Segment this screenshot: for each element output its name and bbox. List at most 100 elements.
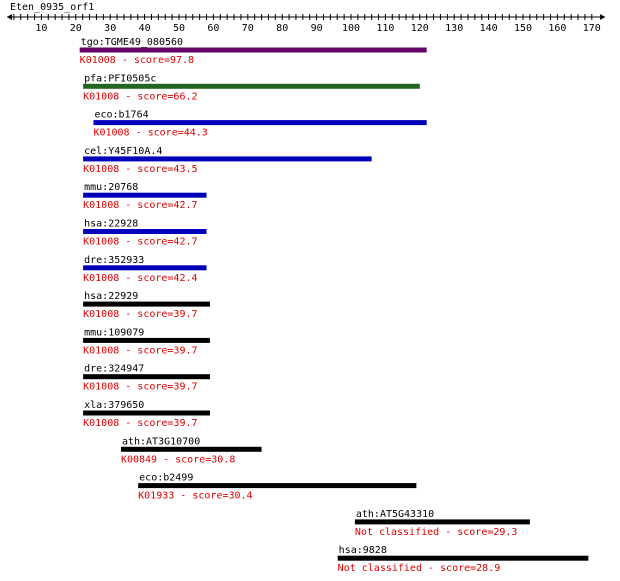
ruler-tick-label: 140 bbox=[480, 23, 498, 34]
hit-row[interactable]: pfa:PFI0505c K01008 - score=66.2 bbox=[83, 73, 420, 102]
hit-name[interactable]: xla:379650 bbox=[84, 400, 144, 411]
hit-score-prefix: - score= bbox=[119, 309, 173, 320]
hit-alignment-bar[interactable] bbox=[93, 120, 427, 126]
hit-name[interactable]: hsa:9828 bbox=[339, 545, 387, 556]
ruler-tick-label: 90 bbox=[311, 23, 323, 34]
hit-score-prefix: - score= bbox=[119, 164, 173, 175]
hit-row[interactable]: ath:AT3G10700 K00849 - score=30.8 bbox=[120, 436, 262, 465]
hit-name[interactable]: pfa:PFI0505c bbox=[84, 73, 156, 84]
hit-ko-score: K01008 - score=43.5 bbox=[83, 164, 197, 175]
hit-score: 66.2 bbox=[173, 91, 197, 102]
hit-alignment-bar[interactable] bbox=[83, 229, 207, 234]
hit-ko: K01008 bbox=[83, 382, 119, 393]
hit-score: 39.7 bbox=[173, 382, 197, 393]
hit-name[interactable]: eco:b2499 bbox=[139, 473, 193, 484]
hit-row[interactable]: dre:324947 K01008 - score=39.7 bbox=[83, 364, 210, 393]
hit-name[interactable]: tgo:TGME49_080560 bbox=[81, 37, 183, 48]
hit-alignment-bar[interactable] bbox=[83, 265, 207, 271]
ruler-tick-label: 40 bbox=[139, 23, 151, 34]
hit-name[interactable]: hsa:22929 bbox=[84, 291, 138, 302]
hit-alignment-bar[interactable] bbox=[138, 483, 417, 489]
hit-row[interactable]: xla:379650 K01008 - score=39.7 bbox=[83, 400, 210, 429]
hit-row[interactable]: hsa:22928 K01008 - score=42.7 bbox=[83, 219, 207, 248]
hit-alignment-bar[interactable] bbox=[354, 519, 530, 525]
ruler-tick-label: 20 bbox=[70, 23, 82, 34]
hit-score: 28.9 bbox=[476, 563, 500, 574]
position-ruler: 10 20 30 40 50 60 70 80 90 100 110 120 130 140 150 160 1… bbox=[7, 14, 606, 34]
hit-score-prefix: - score= bbox=[119, 200, 173, 211]
hit-ko-score: Not classified - score=29.3 bbox=[355, 527, 518, 538]
hit-score-prefix: - score= bbox=[119, 273, 173, 284]
hit-score: 30.4 bbox=[228, 491, 252, 502]
hit-alignment-bar[interactable] bbox=[83, 192, 207, 198]
hit-score-prefix: - score= bbox=[119, 237, 173, 248]
hit-alignment-bar[interactable] bbox=[83, 337, 210, 343]
hit-ko: K00849 bbox=[121, 454, 157, 465]
hit-ko: K01008 bbox=[83, 309, 119, 320]
hit-score-prefix: - score= bbox=[157, 454, 211, 465]
hit-ko-score: K01008 - score=66.2 bbox=[83, 91, 197, 102]
ruler-tick-label: 60 bbox=[207, 23, 219, 34]
hit-score-prefix: - score= bbox=[119, 345, 173, 356]
hit-name[interactable]: ath:AT3G10700 bbox=[122, 436, 200, 447]
hit-row[interactable]: ath:AT5G43310 Not classified - score=29.3 bbox=[354, 509, 530, 538]
hit-score: 97.8 bbox=[170, 55, 194, 66]
hit-row[interactable]: cel:Y45F10A.4 K01008 - score=43.5 bbox=[83, 146, 372, 175]
ruler-tick-label: 170 bbox=[583, 23, 601, 34]
hit-ko-score: K01008 - score=97.8 bbox=[80, 55, 194, 66]
hit-row[interactable]: tgo:TGME49_080560 K01008 - score=97.8 bbox=[79, 37, 427, 66]
hit-ko-score: K01008 - score=44.3 bbox=[93, 128, 207, 139]
query-title: Eten_0935_orf1 bbox=[10, 2, 94, 13]
hit-name[interactable]: cel:Y45F10A.4 bbox=[84, 146, 162, 157]
hit-alignment-bar[interactable] bbox=[83, 83, 420, 89]
ruler-tick-label: 120 bbox=[411, 23, 429, 34]
hit-alignment-bar[interactable] bbox=[83, 374, 210, 380]
hit-row[interactable]: dre:352933 K01008 - score=42.4 bbox=[83, 255, 207, 284]
hit-name[interactable]: hsa:22928 bbox=[84, 219, 138, 230]
hit-ko: K01008 bbox=[83, 345, 119, 356]
hit-score: 30.8 bbox=[211, 454, 235, 465]
hit-ko-score: K01933 - score=30.4 bbox=[138, 491, 252, 502]
hit-name[interactable]: dre:352933 bbox=[84, 255, 144, 266]
hit-ko-score: K00849 - score=30.8 bbox=[121, 454, 235, 465]
hit-name[interactable]: eco:b1764 bbox=[94, 110, 148, 121]
hit-row[interactable]: eco:b2499 K01933 - score=30.4 bbox=[138, 473, 417, 502]
ruler-tick-label: 100 bbox=[342, 23, 360, 34]
hit-score: 39.7 bbox=[173, 345, 197, 356]
hit-alignment-bar[interactable] bbox=[337, 555, 589, 561]
hit-ko-score: K01008 - score=39.7 bbox=[83, 309, 197, 320]
hit-alignment-bar[interactable] bbox=[83, 410, 210, 416]
hit-alignment-bar[interactable] bbox=[120, 446, 262, 452]
ruler-left-arrow-icon bbox=[7, 14, 12, 20]
hit-ko-score: K01008 - score=42.7 bbox=[83, 237, 197, 248]
hit-ko: K01008 bbox=[83, 273, 119, 284]
hit-row[interactable]: hsa:22929 K01008 - score=39.7 bbox=[83, 291, 210, 320]
ruler-tick-label: 10 bbox=[35, 23, 47, 34]
hit-name[interactable]: mmu:109079 bbox=[84, 327, 144, 338]
hit-row[interactable]: hsa:9828 Not classified - score=28.9 bbox=[337, 545, 589, 574]
hit-score-prefix: - score= bbox=[119, 91, 173, 102]
ruler-tick-label: 50 bbox=[173, 23, 185, 34]
hit-ko-score: K01008 - score=39.7 bbox=[83, 345, 197, 356]
hit-alignment-bar[interactable] bbox=[79, 47, 427, 53]
hit-alignment-bar[interactable] bbox=[83, 156, 372, 162]
hit-ko-score: K01008 - score=39.7 bbox=[83, 418, 197, 429]
hit-score: 42.4 bbox=[173, 273, 197, 284]
ruler-tick-label: 150 bbox=[514, 23, 532, 34]
hit-name[interactable]: dre:324947 bbox=[84, 364, 144, 375]
hit-score: 39.7 bbox=[173, 418, 197, 429]
hit-ko: K01008 bbox=[80, 55, 116, 66]
hit-score: 43.5 bbox=[173, 164, 197, 175]
hit-name[interactable]: ath:AT5G43310 bbox=[356, 509, 434, 520]
ruler-tick-label: 160 bbox=[548, 23, 566, 34]
hit-score: 44.3 bbox=[184, 128, 208, 139]
hit-alignment-bar[interactable] bbox=[83, 301, 210, 307]
hit-row[interactable]: mmu:20768 K01008 - score=42.7 bbox=[83, 182, 207, 211]
hit-row[interactable]: eco:b1764 K01008 - score=44.3 bbox=[93, 110, 427, 139]
hit-ko: Not classified bbox=[355, 527, 439, 538]
hit-ko: K01933 bbox=[138, 491, 174, 502]
hit-name[interactable]: mmu:20768 bbox=[84, 182, 138, 193]
hit-row[interactable]: mmu:109079 K01008 - score=39.7 bbox=[83, 327, 210, 356]
ruler-tick-label: 70 bbox=[242, 23, 254, 34]
